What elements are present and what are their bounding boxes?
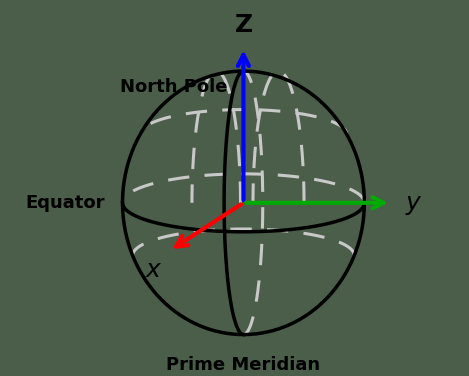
Text: North Pole: North Pole: [120, 78, 227, 96]
Polygon shape: [122, 71, 364, 335]
Text: y: y: [405, 191, 420, 215]
Text: x: x: [146, 258, 161, 282]
Text: Prime Meridian: Prime Meridian: [166, 356, 320, 374]
Text: Equator: Equator: [25, 194, 105, 212]
Text: Z: Z: [234, 12, 252, 36]
